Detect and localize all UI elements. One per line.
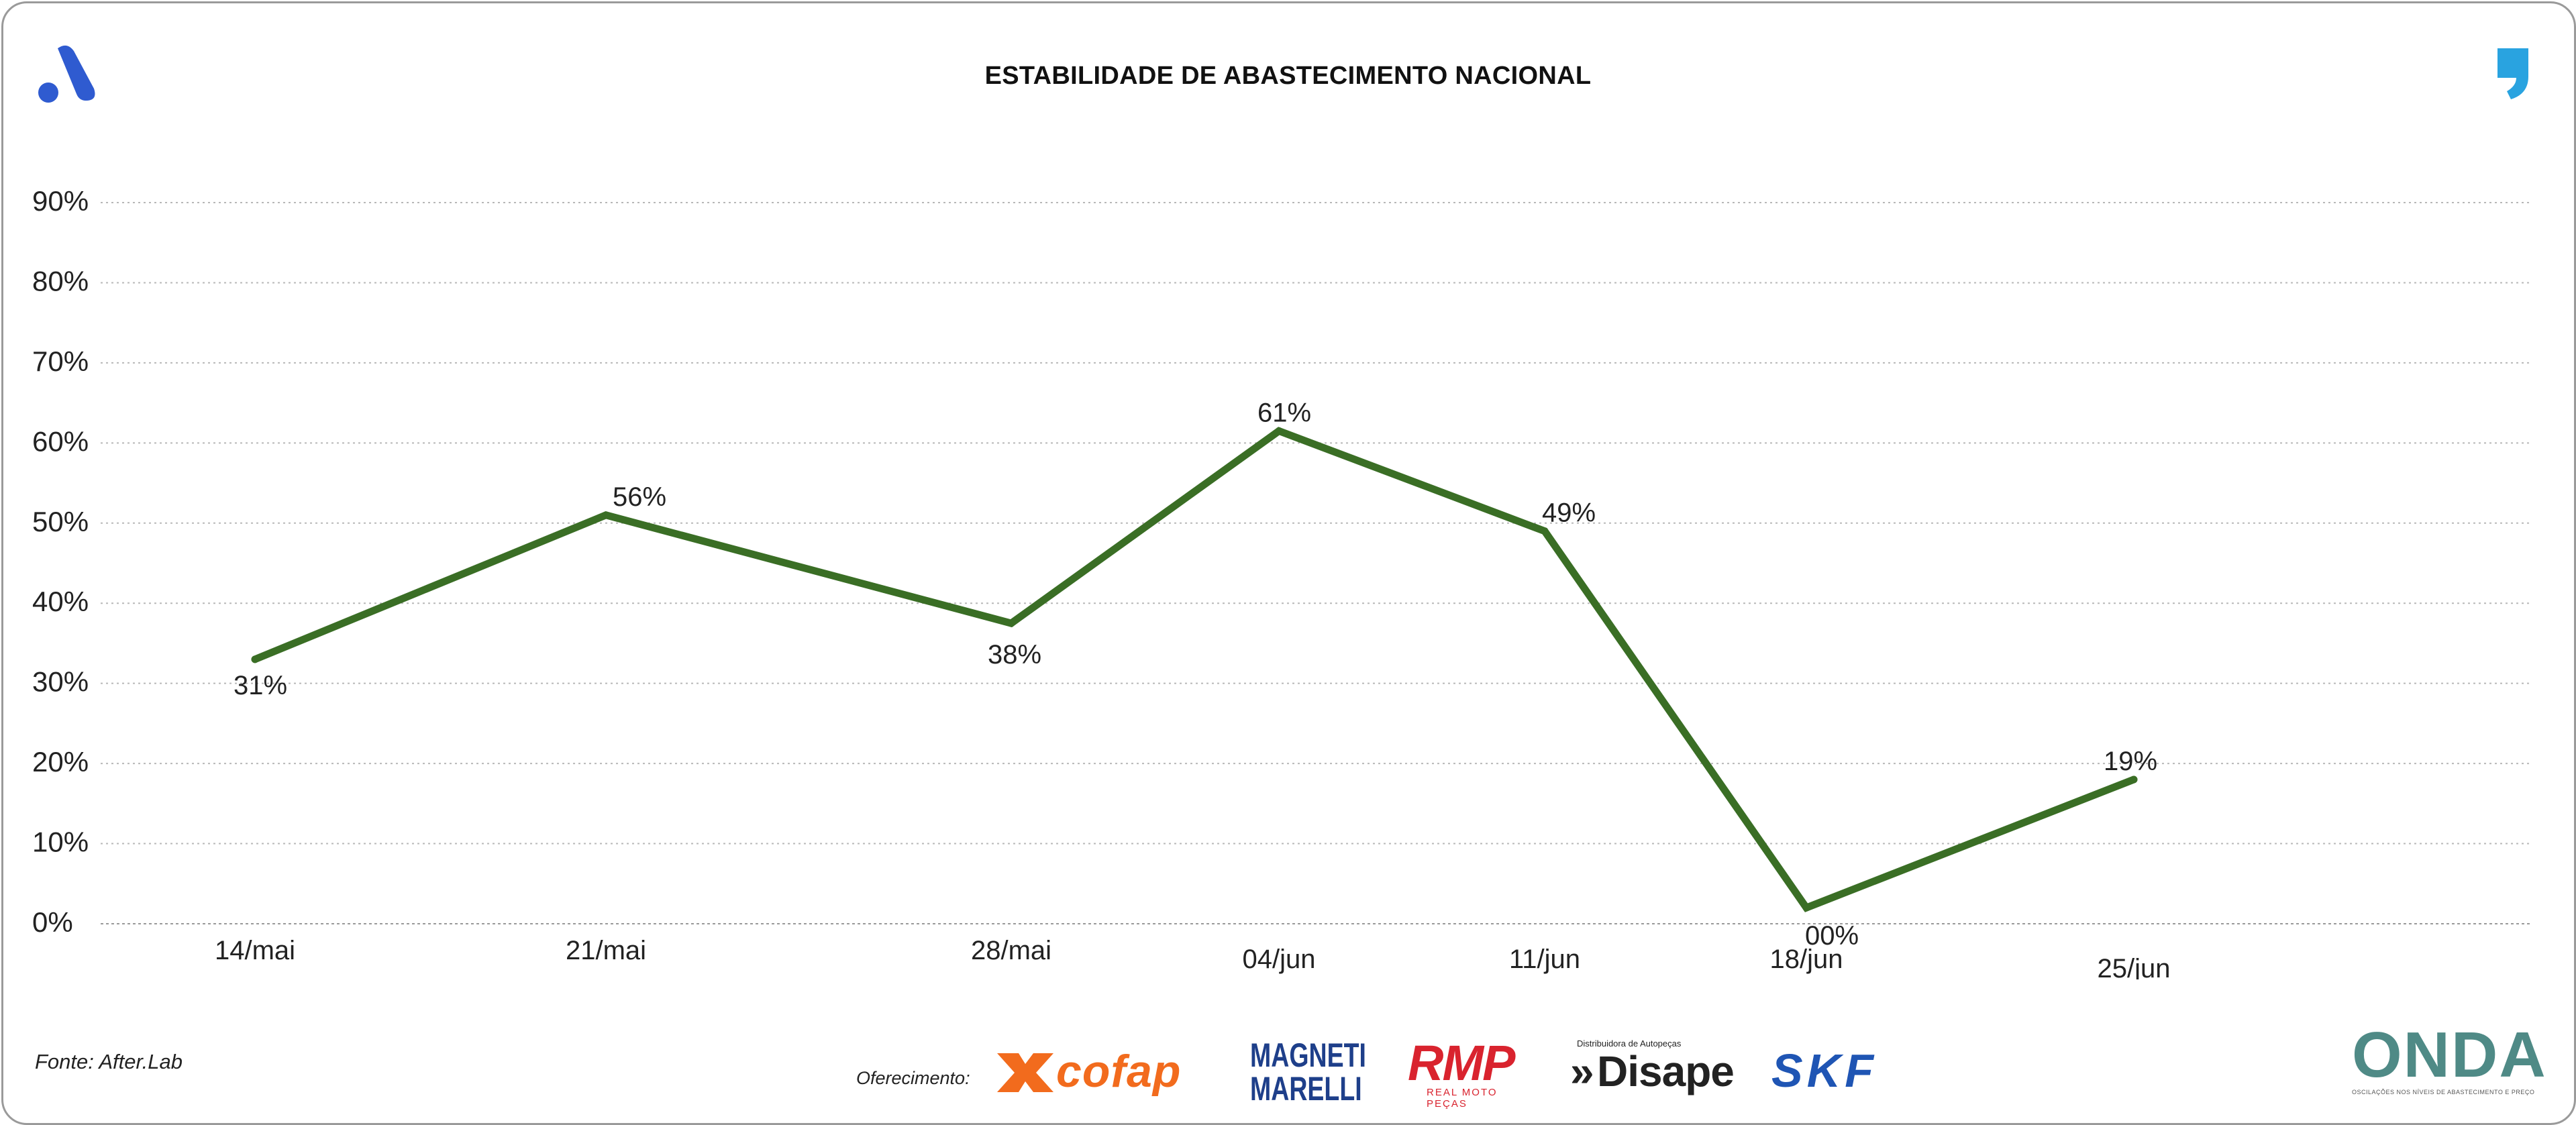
y-tick-label: 70% (32, 345, 89, 377)
grid-layer (101, 202, 2530, 924)
onda-text: ONDA (2352, 1019, 2547, 1091)
x-tick-label: 14/mai (215, 936, 295, 965)
disape-logo: Distribuidora de Autopeças » Disape (1570, 1038, 1751, 1106)
rmp-logo: RMP REAL MOTO PEÇAS (1408, 1035, 1542, 1110)
cofap-logo: cofap (994, 1045, 1209, 1099)
x-axis: 14/mai 21/mai 28/mai 04/jun 11/jun 18/jun 25/j… (215, 936, 2171, 979)
data-point (602, 511, 610, 519)
data-point (1007, 619, 1015, 627)
y-tick-label: 90% (32, 185, 89, 217)
y-tick-label: 10% (32, 826, 89, 858)
x-tick-label: 04/jun (1243, 945, 1316, 974)
magneti-marelli-logo: MAGNETI MARELLI (1233, 1038, 1368, 1112)
y-tick-label: 30% (32, 666, 89, 698)
y-tick-label: 60% (32, 425, 89, 457)
y-tick-label: 40% (32, 586, 89, 617)
data-point (1802, 904, 1810, 912)
data-label: 19% (2104, 747, 2157, 776)
y-tick-label: 0% (32, 906, 73, 938)
x-tick-label: 11/jun (1509, 945, 1580, 974)
data-point (2130, 775, 2138, 784)
x-tick-label: 25/jun (2098, 954, 2171, 979)
data-label: 49% (1542, 498, 1596, 528)
onda-logo: ONDA OSCILAÇÕES NOS NÍVEIS DE ABASTECIME… (2352, 1019, 2547, 1096)
cofap-text: cofap (1056, 1046, 1182, 1097)
marelli-text: MARELLI (1250, 1070, 1362, 1108)
onda-subtitle: OSCILAÇÕES NOS NÍVEIS DE ABASTECIMENTO E… (2352, 1089, 2535, 1095)
skf-text: SKF (1771, 1044, 1877, 1097)
disape-subtitle: Distribuidora de Autopeças (1577, 1038, 1682, 1049)
y-axis: 0% 10% 20% 30% 40% 50% 60% 70% 80% 90% (32, 185, 89, 938)
y-tick-label: 20% (32, 746, 89, 778)
y-tick-label: 80% (32, 265, 89, 297)
y-tick-label: 50% (32, 506, 89, 537)
quote-mark-icon (2497, 48, 2528, 99)
a-logo-icon (38, 45, 95, 103)
series-line (251, 427, 2138, 912)
x-tick-label: 21/mai (566, 936, 646, 965)
disape-text: Disape (1597, 1047, 1735, 1095)
chart-title: ESTABILIDADE DE ABASTECIMENTO NACIONAL (984, 62, 1592, 90)
data-point (1541, 527, 1549, 535)
rmp-subtitle: REAL MOTO PEÇAS (1427, 1087, 1498, 1110)
disape-chevron-icon: » (1570, 1047, 1594, 1095)
data-label: 00% (1805, 921, 1859, 951)
rmp-text: RMP (1408, 1035, 1515, 1091)
data-point (1275, 427, 1283, 435)
data-labels: 31% 56% 38% 61% 49% 00% 19% (234, 398, 2157, 951)
cofap-x-icon (997, 1053, 1053, 1092)
source-note: Fonte: After.Lab (35, 1050, 183, 1073)
skf-logo: SKF (1771, 1044, 1933, 1097)
series-layer (251, 427, 2138, 912)
x-tick-label: 28/mai (971, 936, 1051, 965)
data-point (251, 655, 259, 663)
line-chart: 0% 10% 20% 30% 40% 50% 60% 70% 80% 90% 14/mai 21/m… (32, 185, 2530, 979)
sponsor-label: Oferecimento: (856, 1068, 970, 1088)
magneti-text: MAGNETI (1250, 1036, 1366, 1074)
data-label: 61% (1257, 398, 1311, 427)
data-label: 38% (988, 640, 1041, 669)
x-tick-label: 18/jun (1770, 945, 1843, 974)
data-label: 31% (234, 671, 287, 700)
data-label: 56% (613, 482, 666, 512)
